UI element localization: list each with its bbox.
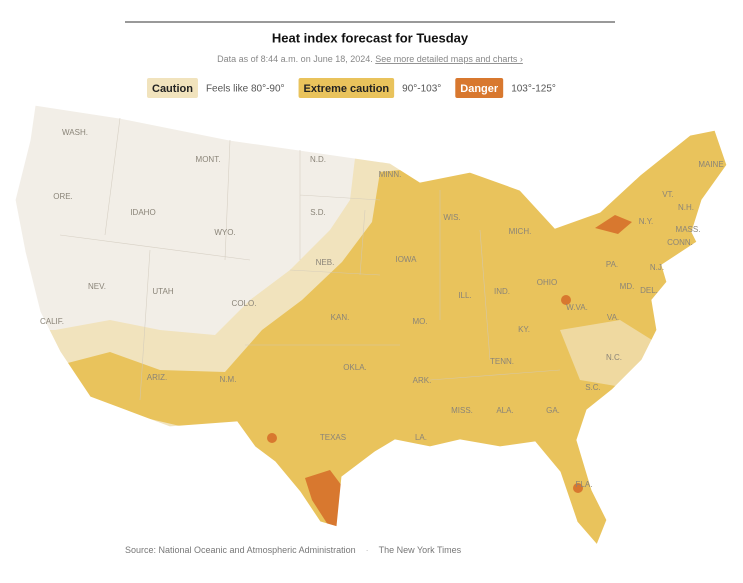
state-label: DEL. — [640, 286, 658, 295]
state-label: S.C. — [585, 383, 601, 392]
state-label: W.VA. — [566, 303, 588, 312]
state-label: MASS. — [676, 225, 701, 234]
state-label: GA. — [546, 406, 560, 415]
state-label: OKLA. — [343, 363, 367, 372]
state-label: MAINE — [698, 160, 723, 169]
title: Heat index forecast for Tuesday — [272, 30, 469, 45]
state-label: CALIF. — [40, 317, 64, 326]
state-label: UTAH — [152, 287, 173, 296]
state-label: IDAHO — [130, 208, 155, 217]
danger-zone — [595, 215, 632, 234]
legend-range: 103°-125° — [511, 84, 556, 95]
danger-zone — [305, 470, 350, 528]
state-label: MONT. — [196, 155, 221, 164]
state-label: WYO. — [214, 228, 235, 237]
danger-zone — [573, 483, 583, 493]
subtitle-text: Data as of 8:44 a.m. on June 18, 2024. — [217, 54, 373, 64]
state-label: WASH. — [62, 128, 88, 137]
legend: Caution Feels like 80°-90° Extreme caution… — [147, 78, 556, 98]
footer: Source: National Oceanic and Atmospheric… — [125, 545, 462, 555]
legend-label: Extreme caution — [304, 83, 390, 95]
state-label: CONN. — [667, 238, 693, 247]
state-label: ALA. — [496, 406, 513, 415]
danger-zone — [267, 433, 277, 443]
source: Source: National Oceanic and Atmospheric… — [125, 545, 356, 555]
credit: The New York Times — [379, 545, 462, 555]
legend-range: Feels like 80°-90° — [206, 84, 285, 95]
separator: · — [366, 545, 369, 555]
state-label: TENN. — [490, 357, 514, 366]
state-lines — [59, 117, 561, 401]
state-label: KY. — [518, 325, 530, 334]
legend-swatch — [455, 78, 504, 98]
state-label: PA. — [606, 260, 618, 269]
state-label: COLO. — [232, 299, 257, 308]
map — [15, 105, 727, 545]
link[interactable]: See more detailed maps and charts › — [375, 54, 523, 64]
state-label: IOWA — [395, 255, 417, 264]
state-label: ARK. — [413, 376, 432, 385]
legend-label: Caution — [152, 83, 193, 95]
state-label: N.D. — [310, 155, 326, 164]
state-label: MD. — [620, 282, 635, 291]
extreme-zone — [60, 118, 727, 545]
state-label: OHIO — [537, 278, 557, 287]
subtitle: Data as of 8:44 a.m. on June 18, 2024. S… — [217, 54, 523, 64]
state-labels: WASH. MONT. N.D. MINN. ORE. IDAHO WYO. S… — [40, 128, 724, 489]
legend-swatch — [147, 78, 198, 98]
state-label: N.H. — [678, 203, 694, 212]
legend-label: Danger — [460, 83, 499, 95]
state-label: N.Y. — [639, 217, 654, 226]
state-label: KAN. — [331, 313, 350, 322]
legend-swatch — [298, 78, 395, 98]
state-label: N.J. — [650, 263, 664, 272]
state-label: LA. — [415, 433, 427, 442]
state-label: ORE. — [53, 192, 73, 201]
legend-range: 90°-103° — [402, 84, 441, 95]
state-label: VA. — [607, 313, 619, 322]
state-label: N.M. — [220, 375, 237, 384]
state-label: FLA. — [576, 480, 593, 489]
state-label: S.D. — [310, 208, 326, 217]
state-label: MICH. — [509, 227, 532, 236]
state-label: NEV. — [88, 282, 106, 291]
state-label: NEB. — [316, 258, 335, 267]
state-label: VT. — [662, 190, 674, 199]
state-label: WIS. — [443, 213, 460, 222]
state-label: N.C. — [606, 353, 622, 362]
state-label: TEXAS — [320, 433, 346, 442]
state-label: MO. — [412, 317, 427, 326]
state-label: ILL. — [458, 291, 471, 300]
danger-zone — [561, 295, 571, 305]
state-label: MINN. — [379, 170, 402, 179]
state-label: IND. — [494, 287, 510, 296]
state-label: MISS. — [451, 406, 473, 415]
state-label: ARIZ. — [147, 373, 167, 382]
